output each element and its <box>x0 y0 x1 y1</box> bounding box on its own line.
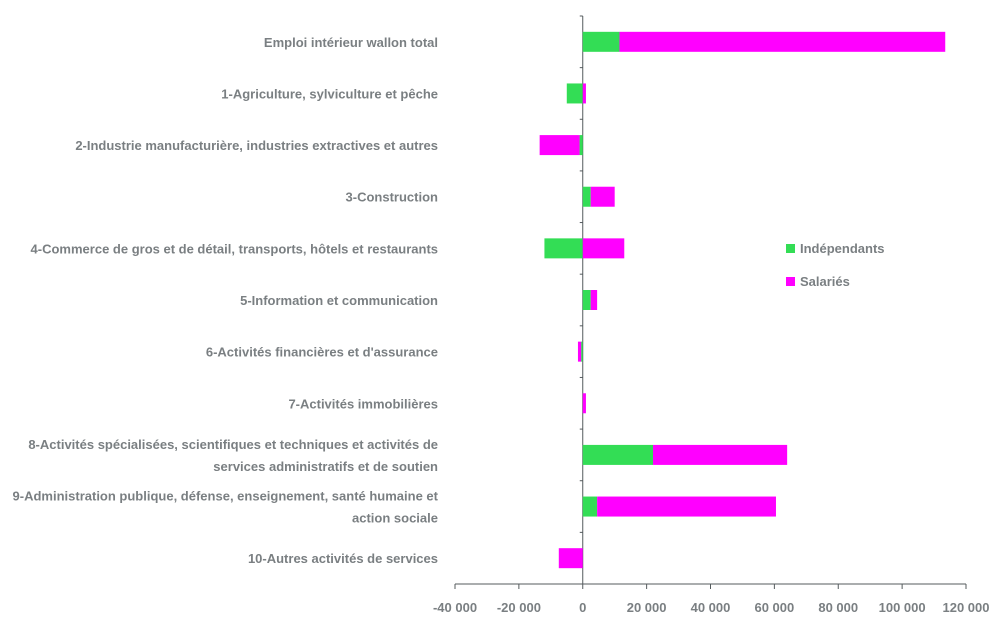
category-label: 7-Activités immobilières <box>288 396 438 411</box>
legend-label: Indépendants <box>800 241 885 256</box>
bar-independants <box>566 83 583 104</box>
bar-independants <box>582 496 598 517</box>
category-label: 5-Information et communication <box>240 293 438 308</box>
plot-area: -40 000 -20 000 0 20 000 40 000 60 000 80 000 1… <box>13 15 990 615</box>
category-label: action sociale <box>352 511 438 526</box>
bar-independants <box>579 135 583 156</box>
category-label: 8-Activités spécialisées, scientifiques … <box>28 437 438 452</box>
x-tick-label: -40 000 <box>433 600 477 615</box>
x-tick-label: 120 000 <box>943 600 990 615</box>
bar-salaries <box>590 186 615 207</box>
category-label: 2-Industrie manufacturière, industries e… <box>75 138 438 153</box>
bar-salaries <box>582 238 625 259</box>
bar-salaries <box>619 31 946 52</box>
bar-salaries <box>582 83 586 104</box>
category-label: 1-Agriculture, sylviculture et pêche <box>221 86 438 101</box>
legend-label: Salariés <box>800 274 850 289</box>
category-label: Emploi intérieur wallon total <box>264 35 438 50</box>
x-tick-label: 100 000 <box>879 600 926 615</box>
bar-independants <box>544 238 583 259</box>
bar-independants <box>582 444 654 465</box>
x-tick-label: 0 <box>579 600 586 615</box>
category-label: 4-Commerce de gros et de détail, transpo… <box>31 241 438 256</box>
bar-salaries <box>558 548 583 569</box>
legend-swatch <box>786 244 795 253</box>
bar-independants <box>582 31 620 52</box>
bar-independants <box>582 290 591 310</box>
bar-salaries <box>577 341 582 362</box>
bar-salaries <box>590 290 598 310</box>
bar-salaries <box>539 135 580 156</box>
bar-independants <box>581 341 583 362</box>
x-tick-label: 60 000 <box>754 600 794 615</box>
x-tick-label: 40 000 <box>691 600 731 615</box>
category-label: 10-Autres activités de services <box>248 551 438 566</box>
bar-salaries <box>582 393 586 414</box>
x-tick-label: -20 000 <box>497 600 541 615</box>
category-label: 9-Administration publique, défense, ense… <box>13 489 439 504</box>
category-label: 3-Construction <box>346 190 439 205</box>
category-label: services administratifs et de soutien <box>213 459 438 474</box>
bar-salaries <box>597 496 776 517</box>
x-tick-label: 20 000 <box>627 600 667 615</box>
category-label: 6-Activités financières et d'assurance <box>206 345 438 360</box>
bar-independants <box>582 186 591 207</box>
x-tick-label: 80 000 <box>818 600 858 615</box>
bar-salaries <box>653 444 788 465</box>
legend-swatch <box>786 277 795 286</box>
